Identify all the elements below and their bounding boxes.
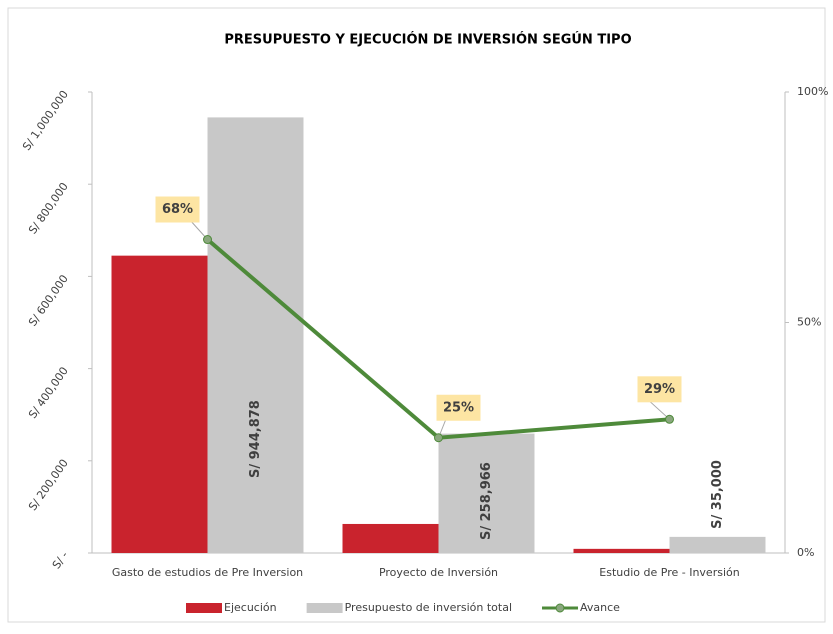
line-point — [665, 414, 674, 424]
value-label-box — [637, 376, 682, 403]
line-point — [434, 433, 443, 443]
value-label-box — [155, 196, 200, 223]
legend-swatch — [186, 603, 222, 613]
x-tick-label: Proyecto de Inversión — [379, 566, 498, 579]
value-label-box — [436, 394, 481, 421]
bar — [573, 548, 670, 553]
bar — [111, 255, 208, 553]
chart-title: PRESUPUESTO Y EJECUCIÓN DE INVERSIÓN SEG… — [224, 32, 631, 48]
legend-swatch — [306, 603, 343, 613]
bar-value-label: S/ 258,966 — [479, 462, 494, 540]
legend-label: Ejecución — [224, 601, 277, 614]
bar — [342, 523, 439, 553]
y2-tick-label: 100% — [797, 85, 828, 98]
legend-label: Presupuesto de inversión total — [345, 601, 512, 614]
bar — [438, 433, 535, 553]
line-value-label: 25% — [443, 400, 474, 415]
legend-point — [555, 603, 565, 613]
y2-tick-label: 50% — [797, 316, 821, 329]
bar — [669, 536, 766, 553]
y2-tick-label: 0% — [797, 546, 814, 559]
line-value-label: 68% — [162, 202, 193, 217]
line-value-label: 29% — [644, 382, 675, 397]
x-tick-label: Estudio de Pre - Inversión — [599, 566, 739, 579]
x-tick-label: Gasto de estudios de Pre Inversion — [112, 566, 303, 579]
line-point — [203, 235, 212, 245]
legend-label: Avance — [580, 601, 620, 614]
bar-value-label: S/ 944,878 — [248, 400, 263, 478]
bar — [207, 117, 304, 553]
bar-value-label: S/ 35,000 — [710, 460, 725, 529]
leader-line — [647, 398, 670, 420]
